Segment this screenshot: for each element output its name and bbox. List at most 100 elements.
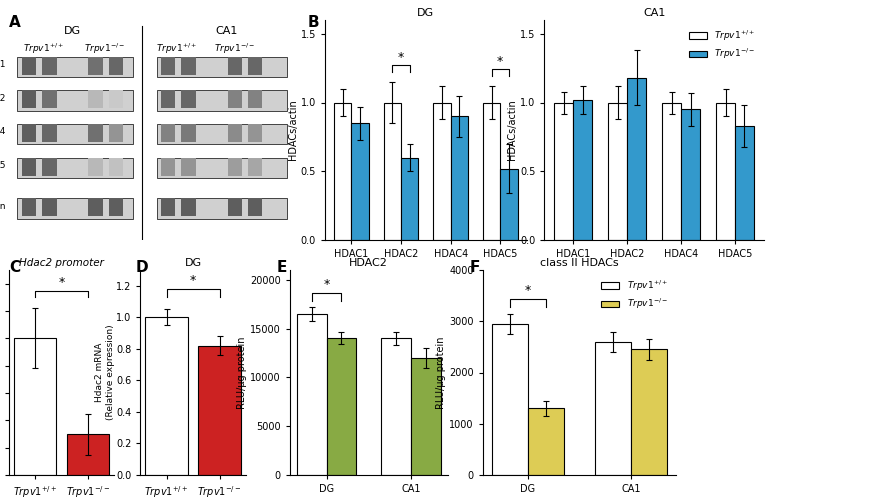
Y-axis label: RLU/µg protein: RLU/µg protein [237,336,247,409]
Bar [247,90,262,108]
Bar [247,198,262,216]
Title: Hdac2 promoter: Hdac2 promoter [19,258,103,268]
Bar [227,198,242,216]
Text: *: * [58,276,65,289]
Text: CA1: CA1 [215,26,237,36]
Text: HDAC1: HDAC1 [0,60,6,69]
Text: $Trpv1^{-/-}$: $Trpv1^{-/-}$ [83,42,125,56]
Bar [13,338,56,475]
Bar [160,158,175,176]
Bar [89,158,103,176]
Bar [681,110,699,240]
Bar [198,346,241,475]
Bar [491,324,527,475]
Title: DG: DG [417,8,434,18]
Bar [716,102,734,240]
Legend: $Trpv1^{+/+}$, $Trpv1^{-/-}$: $Trpv1^{+/+}$, $Trpv1^{-/-}$ [597,274,671,315]
Bar [18,158,133,178]
Text: $Trpv1^{+/+}$: $Trpv1^{+/+}$ [23,42,64,56]
Text: *: * [524,284,531,297]
Bar [631,350,667,475]
Bar [18,124,133,144]
Bar [527,408,563,475]
Bar [227,56,242,74]
Text: A: A [9,15,20,30]
Bar [227,158,242,176]
Y-axis label: RLU/µg protein: RLU/µg protein [436,336,446,409]
Title: CA1: CA1 [642,8,665,18]
Bar [109,90,123,108]
Bar [67,434,110,475]
Bar [734,126,753,240]
Title: HDAC2: HDAC2 [349,258,388,268]
Bar [156,56,287,77]
Bar [573,100,591,240]
Bar [160,56,175,74]
Bar [109,198,123,216]
Bar [160,198,175,216]
Text: D: D [136,260,148,275]
Bar [296,314,326,475]
Bar [42,158,56,176]
Title: DG: DG [184,258,202,268]
Y-axis label: Hdac2 mRNA
(Relative expression): Hdac2 mRNA (Relative expression) [96,324,115,420]
Bar [401,158,418,240]
Bar [247,56,262,74]
Bar [156,158,287,178]
Bar [181,56,196,74]
Bar [383,102,401,240]
Text: β-actin: β-actin [0,202,6,211]
Text: E: E [276,260,287,275]
Bar [181,158,196,176]
Bar [18,56,133,77]
Bar [145,318,188,475]
Bar [89,198,103,216]
Text: *: * [496,55,503,68]
Bar [89,90,103,108]
Text: F: F [469,260,480,275]
Text: DG: DG [64,26,81,36]
Bar [18,198,133,218]
Text: C: C [9,260,20,275]
Bar [109,124,123,142]
Bar [181,124,196,142]
Text: $Trpv1^{-/-}$: $Trpv1^{-/-}$ [214,42,255,56]
Text: HDAC4: HDAC4 [0,128,6,136]
Text: B: B [307,15,318,30]
Bar [181,198,196,216]
Bar [432,102,450,240]
Bar [450,116,467,240]
Bar [160,124,175,142]
Text: *: * [397,51,403,64]
Text: *: * [323,278,329,290]
Bar [227,124,242,142]
Text: HDAC5: HDAC5 [0,161,6,170]
Y-axis label: HDACs/actin: HDACs/actin [288,100,297,160]
Bar [18,90,133,110]
Bar [326,338,356,475]
Text: *: * [189,274,196,287]
Bar [89,124,103,142]
Bar [333,102,351,240]
Bar [661,102,681,240]
Text: $Trpv1^{+/+}$: $Trpv1^{+/+}$ [156,42,197,56]
Bar [22,198,36,216]
Bar [410,358,440,475]
Bar [500,168,517,240]
Legend: $Trpv1^{+/+}$, $Trpv1^{-/-}$: $Trpv1^{+/+}$, $Trpv1^{-/-}$ [685,24,759,65]
Bar [381,338,410,475]
Bar [160,90,175,108]
Bar [22,158,36,176]
Bar [22,90,36,108]
Bar [351,123,368,240]
Bar [482,102,500,240]
Bar [247,124,262,142]
Bar [608,102,626,240]
Title: class II HDACs: class II HDACs [539,258,618,268]
Bar [247,158,262,176]
Bar [156,124,287,144]
Bar [89,56,103,74]
Bar [22,56,36,74]
Bar [109,56,123,74]
Bar [42,90,56,108]
